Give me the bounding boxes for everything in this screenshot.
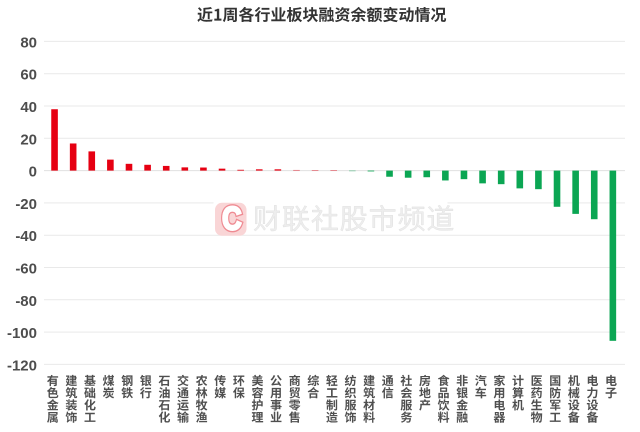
- svg-text:-60: -60: [15, 261, 37, 278]
- svg-text:-100: -100: [7, 325, 37, 342]
- svg-text:0: 0: [29, 164, 37, 181]
- svg-text:C: C: [222, 201, 241, 237]
- svg-text:60: 60: [20, 67, 37, 84]
- svg-text:40: 40: [20, 99, 37, 116]
- svg-text:-40: -40: [15, 228, 37, 245]
- svg-text:-80: -80: [15, 293, 37, 310]
- svg-text:-120: -120: [7, 357, 37, 374]
- svg-text:C: C: [222, 201, 241, 237]
- svg-text:-20: -20: [15, 196, 37, 213]
- svg-text:20: 20: [20, 131, 37, 148]
- svg-text:80: 80: [20, 34, 37, 51]
